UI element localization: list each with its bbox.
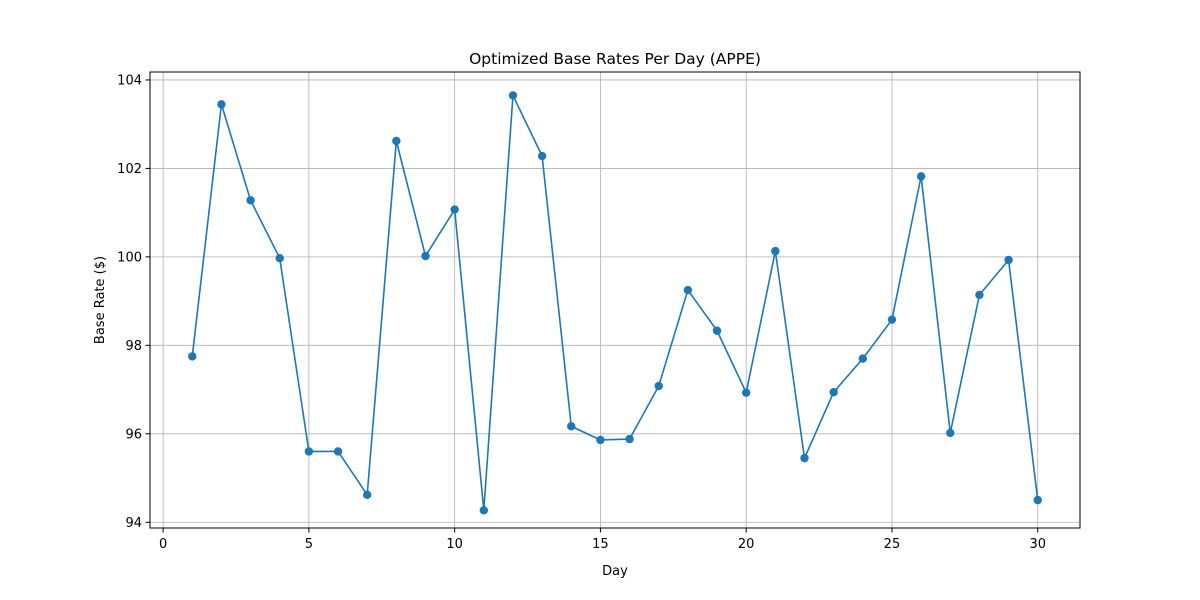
data-point <box>887 315 897 324</box>
x-tick-label: 20 <box>738 537 755 552</box>
data-point <box>741 388 751 397</box>
data-point <box>421 251 430 261</box>
data-point <box>625 434 634 444</box>
data-point <box>275 254 284 263</box>
data-point <box>800 453 809 463</box>
data-point <box>450 205 459 214</box>
data-point <box>712 326 722 335</box>
x-axis-ticks: 0 5 10 15 20 25 30 <box>159 528 1046 552</box>
data-point <box>683 285 693 295</box>
x-tick-label: 10 <box>446 537 463 552</box>
data-point <box>333 447 343 456</box>
grid <box>150 72 1080 528</box>
y-tick-label: 100 <box>117 250 142 265</box>
y-tick-label: 96 <box>125 427 142 442</box>
y-tick-label: 102 <box>117 162 142 177</box>
data-point <box>362 490 372 500</box>
data-point <box>771 246 780 256</box>
data-point <box>479 506 489 515</box>
chart-title: Optimized Base Rates Per Day (APPE) <box>469 50 761 68</box>
y-tick-label: 98 <box>125 339 142 354</box>
data-point <box>916 172 926 181</box>
x-tick-label: 25 <box>884 537 901 552</box>
data-point <box>508 91 518 100</box>
series-layer <box>188 91 1042 515</box>
data-point <box>188 352 197 361</box>
x-axis-label: Day <box>602 564 628 579</box>
data-point <box>537 151 547 161</box>
data-point <box>246 196 255 205</box>
x-tick-label: 30 <box>1029 537 1046 552</box>
data-point <box>1004 255 1013 265</box>
plot-area-frame <box>149 71 1081 529</box>
data-point <box>1033 495 1042 505</box>
data-point <box>567 422 576 431</box>
data-point <box>946 428 955 438</box>
x-tick-label: 0 <box>159 537 167 552</box>
series-line <box>191 94 1039 512</box>
data-point <box>596 435 605 445</box>
x-tick-label: 5 <box>305 537 313 552</box>
data-point <box>392 136 401 146</box>
x-tick-label: 15 <box>592 537 609 552</box>
data-point <box>858 354 868 363</box>
y-tick-label: 94 <box>125 516 142 531</box>
y-axis-ticks: 94 96 98 100 102 104 <box>117 73 150 531</box>
data-point <box>304 447 314 456</box>
data-point <box>975 290 984 300</box>
data-point <box>654 381 663 391</box>
data-point <box>829 388 838 397</box>
data-point <box>217 100 226 109</box>
y-axis-label: Base Rate ($) <box>93 256 108 344</box>
y-tick-label: 104 <box>117 73 142 88</box>
